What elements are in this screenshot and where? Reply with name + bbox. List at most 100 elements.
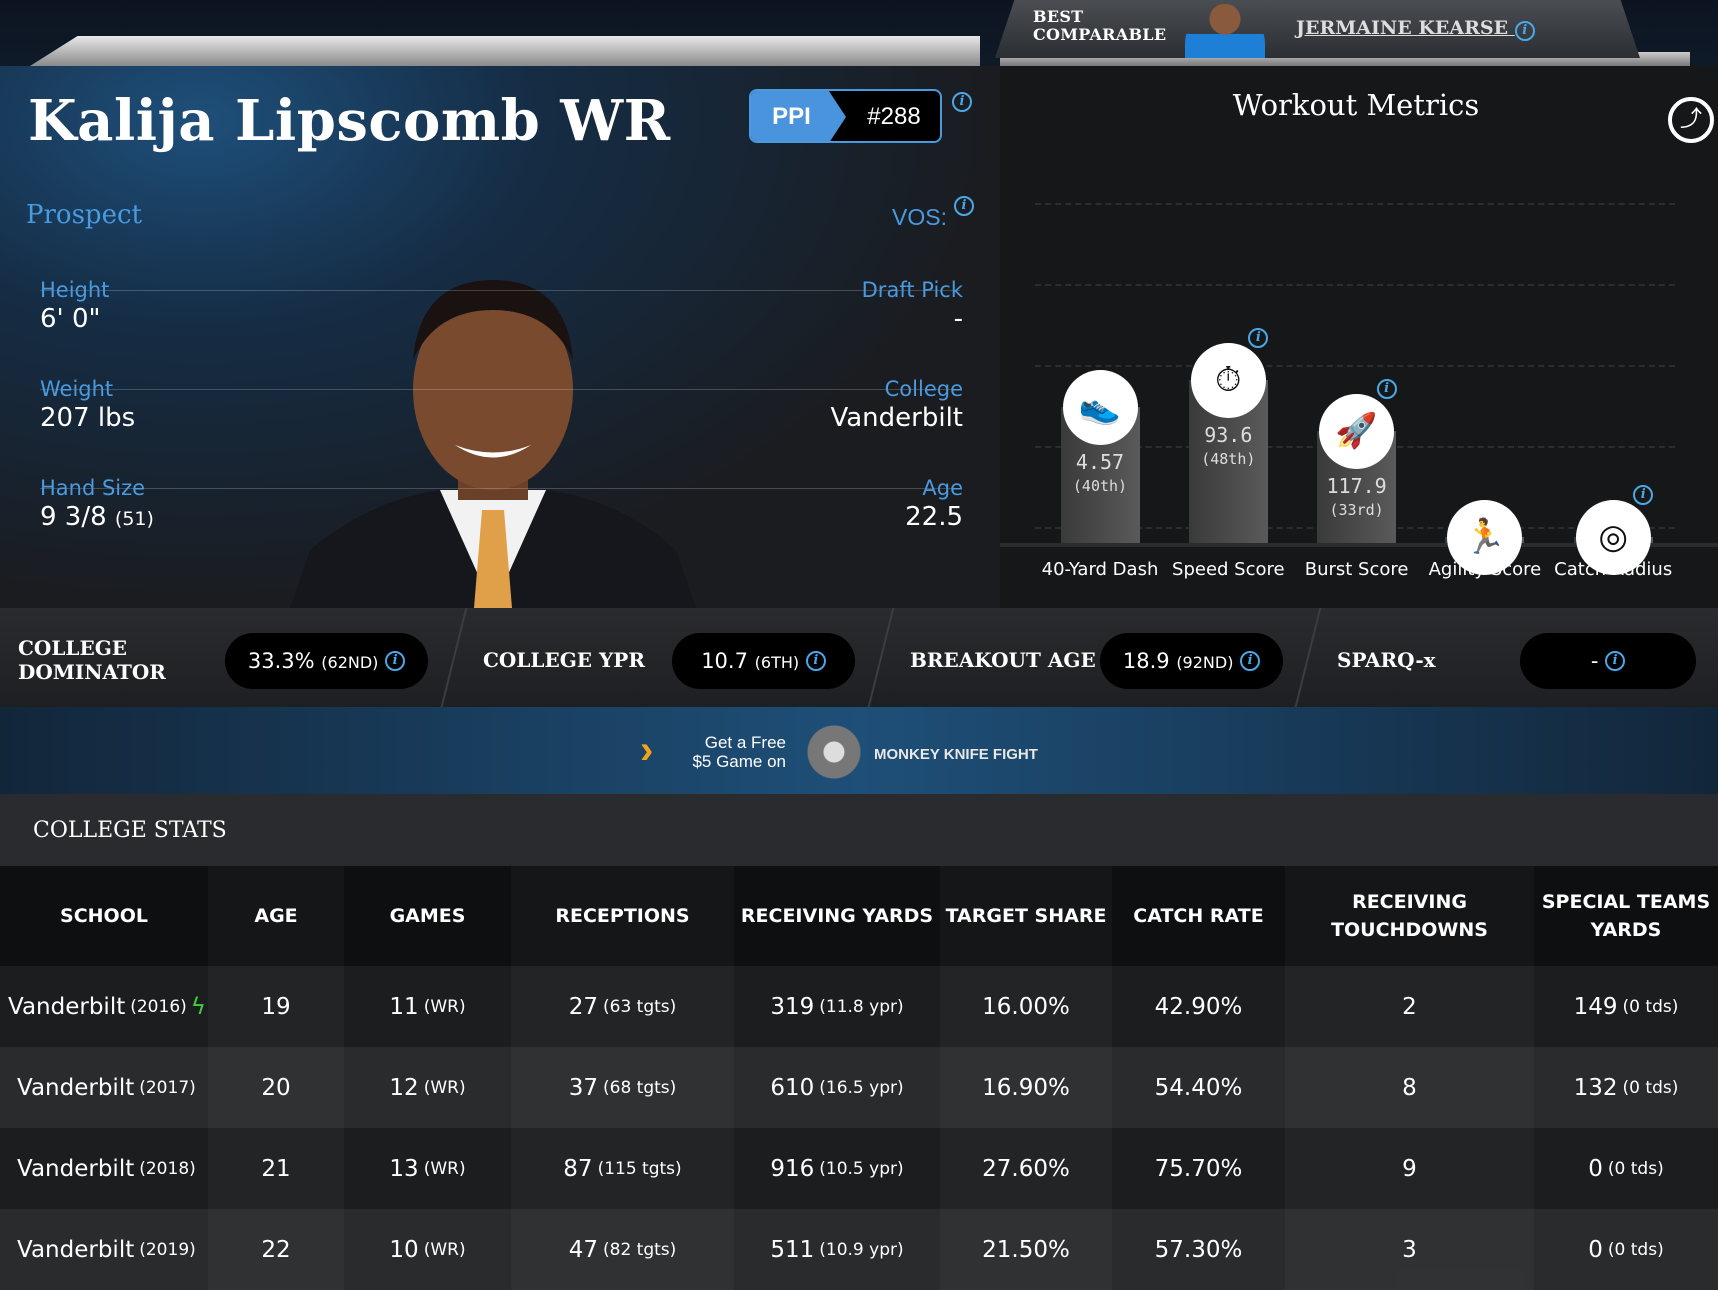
best-comparable-label: BEST COMPARABLE (1033, 8, 1166, 44)
info-icon[interactable]: i (952, 92, 972, 112)
column-header[interactable]: RECEIVING YARDS (734, 866, 940, 966)
cell-detail: (2016) (130, 996, 187, 1017)
draft-pick-label: Draft Pick (861, 278, 963, 302)
stat-label-line: SPARQ-x (1337, 648, 1436, 672)
rocket-icon: 🚀 (1319, 393, 1395, 469)
stat-rank: (6TH) (754, 653, 800, 672)
table-cell: 149 (0 tds) (1534, 966, 1718, 1047)
column-header[interactable]: AGE (208, 866, 344, 966)
cell-value: 319 (770, 993, 815, 1020)
table-cell: 57.30% (1112, 1209, 1285, 1290)
stat-label-line: COLLEGE (18, 636, 128, 660)
ppi-label: PPI (751, 91, 846, 141)
table-cell: 9 (1285, 1128, 1534, 1209)
gridline (1035, 284, 1675, 286)
table-row: Vanderbilt (2017) 20 12 (WR) 37 (68 tgts) 610 (1… (0, 1047, 1718, 1128)
table-cell: 11 (WR) (344, 966, 511, 1047)
hand-size-rank: (51) (114, 508, 154, 530)
table-cell: 2 (1285, 966, 1534, 1047)
cell-detail: (WR) (423, 996, 466, 1017)
ppi-badge: PPI #288 (749, 89, 942, 143)
column-header[interactable]: CATCH RATE (1112, 866, 1285, 966)
table-cell: 610 (16.5 ypr) (734, 1047, 940, 1128)
column-header[interactable]: SCHOOL (0, 866, 208, 966)
stat-label: BREAKOUT AGE (910, 648, 1096, 672)
chevron-right-icon: › (640, 728, 654, 772)
info-icon[interactable]: i (805, 651, 826, 671)
column-header[interactable]: RECEPTIONS (511, 866, 734, 966)
workout-title: Workout Metrics (1232, 88, 1480, 122)
cell-value: 3 (1402, 1236, 1417, 1263)
workout-label: Burst Score (1304, 559, 1409, 580)
column-header[interactable]: RECEIVING TOUCHDOWNS (1285, 866, 1534, 966)
info-icon[interactable]: i (1514, 21, 1535, 41)
chart-baseline (1000, 543, 1718, 547)
stat-rank: (62ND) (321, 653, 379, 672)
info-icon[interactable]: i (954, 196, 974, 216)
table-cell: 511 (10.9 ypr) (734, 1209, 940, 1290)
info-icon[interactable]: i (1376, 378, 1397, 399)
cell-value: 21 (261, 1155, 291, 1182)
info-icon[interactable]: i (1248, 327, 1269, 348)
table-cell: 12 (WR) (344, 1047, 511, 1128)
promo-text[interactable]: Get a Free $5 Game on (670, 733, 786, 771)
divider (40, 290, 960, 291)
column-header[interactable]: GAMES (344, 866, 511, 966)
table-cell: 21 (208, 1128, 344, 1209)
cell-value: 511 (770, 1236, 815, 1263)
cell-detail: (0 tds) (1607, 1158, 1664, 1179)
info-icon[interactable]: i (1605, 651, 1626, 671)
college-label: College (884, 377, 963, 401)
cell-value: 42.90% (1154, 993, 1243, 1020)
cell-value: 2 (1402, 993, 1417, 1020)
comparable-link[interactable]: JERMAINE KEARSE i (1296, 17, 1535, 41)
table-cell: 10 (WR) (344, 1209, 511, 1290)
table-row: Vanderbilt (2016) ϟ 19 11 (WR) 27 (63 tgts) 319 (… (0, 966, 1718, 1047)
table-cell: Vanderbilt (2018) (0, 1128, 208, 1209)
table-cell: 3 (1285, 1209, 1534, 1290)
info-icon[interactable]: i (385, 651, 406, 671)
table-cell: 0 (0 tds) (1534, 1128, 1718, 1209)
table-cell: 16.00% (940, 966, 1112, 1047)
info-icon[interactable]: i (1240, 651, 1261, 671)
college-stats-header (0, 794, 1718, 866)
cell-value: 13 (389, 1155, 419, 1182)
college-value: Vanderbilt (830, 403, 963, 433)
header-text: CATCH RATE (1133, 905, 1264, 927)
stat-value-pill: 18.9 (92ND) i (1100, 633, 1283, 689)
header-text: RECEIVING YARDS (740, 905, 934, 927)
table-cell: Vanderbilt (2016) ϟ (0, 966, 208, 1047)
cell-detail: (10.5 ypr) (819, 1158, 904, 1179)
breakout-bolt-icon: ϟ (190, 993, 206, 1020)
table-cell: 54.40% (1112, 1047, 1285, 1128)
cell-detail: (0 tds) (1622, 1077, 1679, 1098)
info-icon[interactable]: i (1633, 485, 1654, 505)
cell-detail: (WR) (423, 1239, 466, 1260)
workout-value: 93.6 (1204, 422, 1253, 447)
cell-detail: (WR) (423, 1158, 466, 1179)
cell-detail: (16.5 ypr) (819, 1077, 904, 1098)
promo-line: $5 Game on (692, 752, 786, 771)
stat-label: COLLEGE YPR (483, 648, 645, 672)
table-cell: 19 (208, 966, 344, 1047)
table-cell: Vanderbilt (2019) (0, 1209, 208, 1290)
height-label: Height (40, 278, 110, 302)
share-icon[interactable]: ⤴ (1668, 97, 1714, 143)
table-cell: 27 (63 tgts) (511, 966, 734, 1047)
cell-value: 20 (261, 1074, 291, 1101)
cell-detail: (63 tgts) (603, 996, 677, 1017)
workout-percentile: (33rd) (1329, 500, 1384, 519)
college-stats-title: COLLEGE STATS (33, 818, 227, 843)
stat-label-line: BREAKOUT AGE (910, 648, 1096, 672)
column-header[interactable]: SPECIAL TEAMS YARDS (1534, 866, 1718, 966)
cell-value: 75.70% (1154, 1155, 1243, 1182)
table-cell: 42.90% (1112, 966, 1285, 1047)
cell-value: 19 (261, 993, 291, 1020)
workout-value: 117.9 (1326, 473, 1387, 498)
cell-detail: (68 tgts) (603, 1077, 677, 1098)
comparable-name[interactable]: JERMAINE KEARSE (1296, 17, 1509, 39)
cell-value: 37 (568, 1074, 598, 1101)
shoe-icon: 👟 (1062, 370, 1138, 445)
runner-icon: 🏃 (1447, 500, 1523, 575)
column-header[interactable]: TARGET SHARE (940, 866, 1112, 966)
